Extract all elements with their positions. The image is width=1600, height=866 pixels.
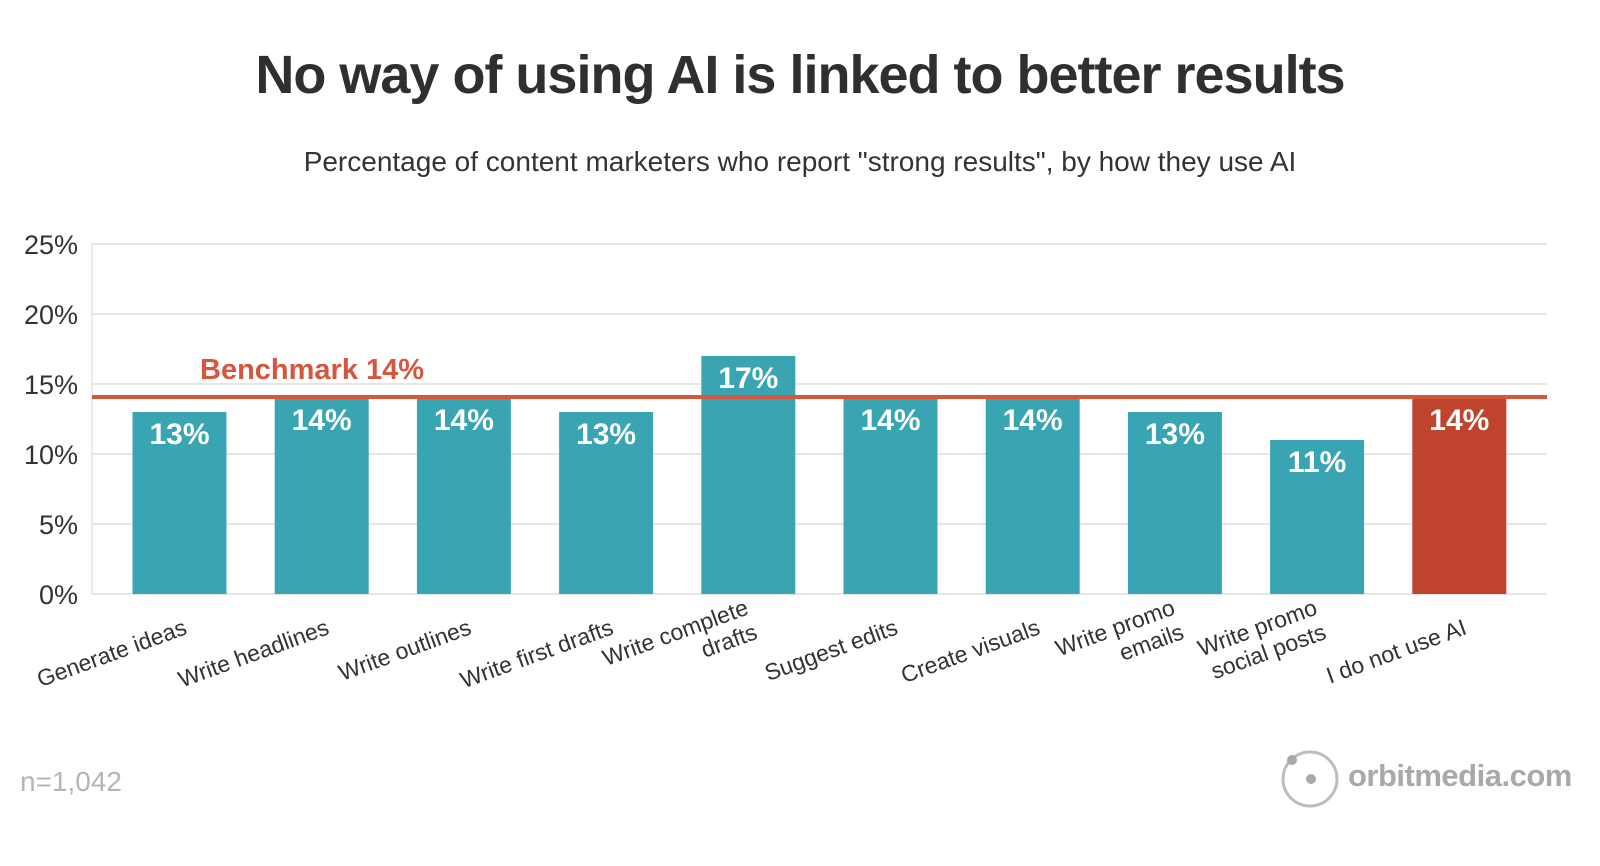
sample-size-note: n=1,042 (20, 766, 122, 797)
y-tick-label: 0% (39, 580, 78, 610)
y-tick-label: 20% (24, 300, 78, 330)
y-tick-label: 15% (24, 370, 78, 400)
bars (132, 356, 1507, 594)
y-tick-label: 10% (24, 440, 78, 470)
orbit-logo-icon (1281, 750, 1339, 808)
data-label: 13% (149, 418, 209, 451)
x-tick-label: I do not use AI (1323, 614, 1470, 689)
benchmark-label: Benchmark 14% (200, 354, 424, 386)
x-tick-label: Generate ideas (33, 614, 190, 692)
y-tick-label: 25% (24, 230, 78, 260)
x-tick-label: Write outlines (335, 614, 474, 686)
data-label: 11% (1288, 446, 1346, 479)
x-tick-label: Suggest edits (761, 614, 901, 686)
bar (1270, 440, 1365, 594)
data-label: 14% (860, 404, 920, 437)
data-labels: 13% 14% 14% 13% 17% 14% 14% 13% 11% 14% (149, 362, 1489, 479)
bar (416, 398, 511, 594)
data-label: 13% (1145, 418, 1205, 451)
x-tick-label: Write first drafts (457, 614, 617, 693)
data-label: 14% (434, 404, 494, 437)
bar (132, 412, 227, 594)
brand-name: orbitmedia.com (1348, 758, 1572, 793)
data-label: 14% (1429, 404, 1489, 437)
y-tick-label: 5% (39, 510, 78, 540)
x-tick-label: Write headlines (175, 614, 332, 693)
data-label: 17% (718, 362, 778, 395)
bar (1412, 398, 1507, 594)
x-tick-label: Write completedrafts (599, 594, 761, 695)
brand-logo[interactable]: orbitmedia.com (1280, 748, 1580, 812)
chart-title: No way of using AI is linked to better r… (255, 45, 1345, 105)
x-tick-label: Write promoemails (1052, 594, 1187, 686)
benchmark: Benchmark 14% (92, 354, 1547, 399)
x-tick-label: Write promosocial posts (1194, 594, 1329, 686)
bar (985, 398, 1080, 594)
bar (559, 412, 654, 594)
data-label: 14% (1003, 404, 1063, 437)
data-label: 14% (292, 404, 352, 437)
data-label: 13% (576, 418, 636, 451)
x-tick-label: Create visuals (897, 614, 1043, 688)
bar (1127, 412, 1222, 594)
bar (274, 398, 369, 594)
bar (843, 398, 938, 594)
chart-subtitle: Percentage of content marketers who repo… (303, 146, 1297, 177)
y-axis-tick-labels: 0% 5% 10% 15% 20% 25% (24, 230, 78, 610)
